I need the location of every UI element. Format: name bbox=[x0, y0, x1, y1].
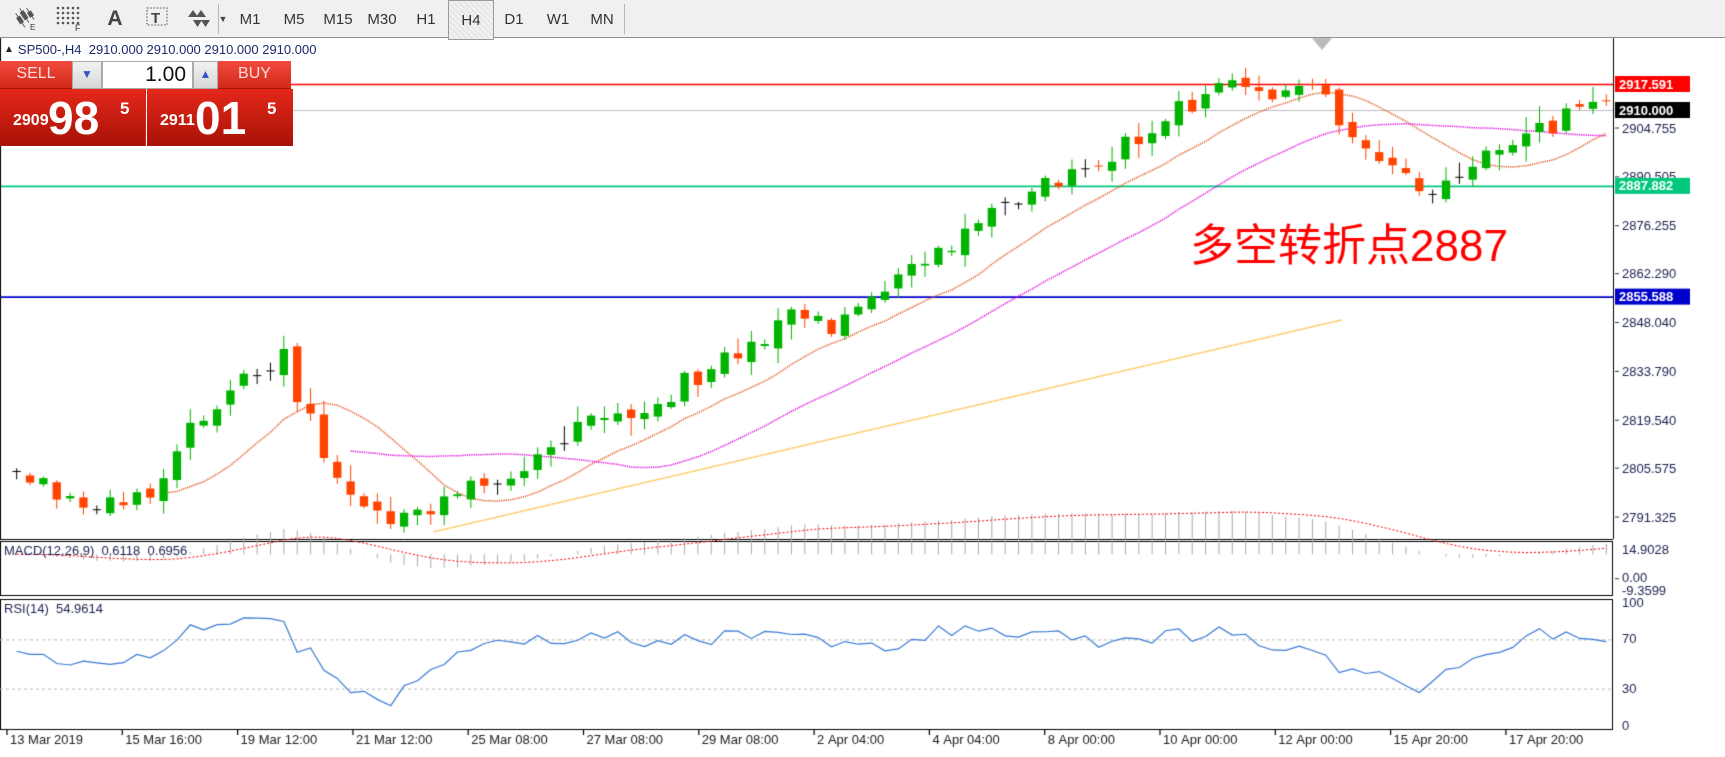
svg-text:F: F bbox=[75, 23, 81, 32]
svg-text:T: T bbox=[151, 10, 160, 27]
svg-text:E: E bbox=[30, 23, 35, 32]
